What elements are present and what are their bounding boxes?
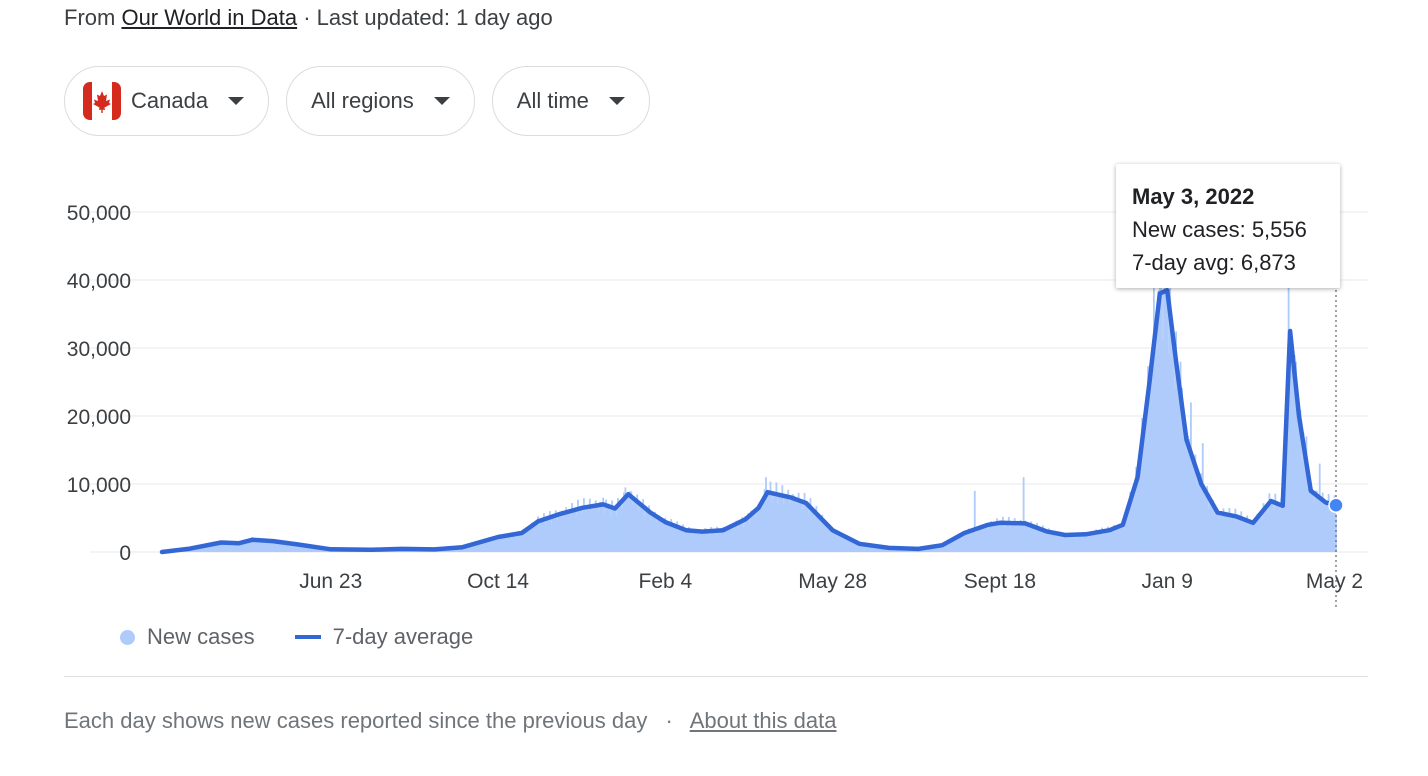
x-tick-label: Sept 18 bbox=[964, 570, 1036, 593]
country-dropdown[interactable]: Canada bbox=[64, 66, 270, 136]
average-line bbox=[159, 287, 1339, 555]
x-tick-label: Jun 23 bbox=[299, 570, 362, 593]
about-data-link[interactable]: About this data bbox=[689, 708, 837, 733]
x-tick-label: Oct 14 bbox=[467, 570, 529, 593]
divider bbox=[64, 676, 1368, 677]
tooltip-new-cases: New cases: 5,556 bbox=[1132, 217, 1307, 242]
y-tick-label: 0 bbox=[119, 542, 131, 565]
y-tick-label: 10,000 bbox=[67, 474, 131, 497]
y-tick-label: 50,000 bbox=[67, 202, 131, 225]
y-tick-label: 30,000 bbox=[67, 338, 131, 361]
chevron-down-icon bbox=[433, 97, 450, 105]
legend-average: 7-day average bbox=[332, 624, 474, 649]
chart-legend: New cases 7-day average bbox=[120, 624, 473, 650]
source-line: From Our World in Data · Last updated: 1… bbox=[64, 4, 553, 32]
x-tick-label: May 2 bbox=[1306, 570, 1363, 593]
country-label: Canada bbox=[131, 88, 209, 113]
footer-separator: · bbox=[665, 708, 673, 733]
source-link[interactable]: Our World in Data bbox=[121, 5, 298, 30]
new-cases-bar bbox=[1022, 477, 1025, 552]
region-label: All regions bbox=[311, 88, 414, 113]
filter-bar: Canada All regions All time bbox=[64, 66, 650, 136]
hover-marker bbox=[1328, 497, 1344, 514]
chevron-down-icon bbox=[608, 97, 625, 105]
source-prefix: From bbox=[64, 5, 116, 30]
footer-note: Each day shows new cases reported since … bbox=[64, 708, 648, 733]
time-range-dropdown[interactable]: All time bbox=[491, 66, 650, 136]
y-tick-label: 20,000 bbox=[67, 406, 131, 429]
x-axis-labels: Jun 23 Oct 14 Feb 4 May 28 Sept 18 Jan 9 May 2 bbox=[299, 570, 1363, 593]
time-range-label: All time bbox=[516, 88, 589, 113]
tooltip-average: 7-day avg: 6,873 bbox=[1132, 250, 1296, 275]
footer: Each day shows new cases reported since … bbox=[64, 708, 836, 734]
hover-cursor bbox=[1328, 170, 1344, 610]
last-updated: · Last updated: 1 day ago bbox=[303, 5, 553, 30]
x-tick-label: Feb 4 bbox=[639, 570, 693, 593]
cases-chart[interactable]: 0 10,000 20,000 30,000 40,000 50,000 Jun 23 Oc… bbox=[0, 150, 1428, 610]
new-cases-bar bbox=[973, 490, 976, 552]
average-swatch bbox=[294, 635, 321, 639]
y-axis-labels: 0 10,000 20,000 30,000 40,000 50,000 bbox=[67, 202, 131, 565]
legend-new-cases: New cases bbox=[147, 624, 255, 649]
canada-flag-icon bbox=[83, 82, 121, 120]
x-tick-label: May 28 bbox=[798, 570, 867, 593]
y-tick-label: 40,000 bbox=[67, 270, 131, 293]
hover-tooltip: May 3, 2022 New cases: 5,556 7-day avg: … bbox=[1116, 164, 1340, 288]
x-tick-label: Jan 9 bbox=[1142, 570, 1193, 593]
new-cases-swatch bbox=[120, 629, 135, 645]
average-area bbox=[162, 290, 1336, 552]
chevron-down-icon bbox=[228, 97, 245, 105]
average-area-fill bbox=[162, 290, 1336, 552]
average-line-layer bbox=[159, 287, 1339, 555]
tooltip-date: May 3, 2022 bbox=[1132, 184, 1255, 209]
region-dropdown[interactable]: All regions bbox=[286, 66, 475, 136]
